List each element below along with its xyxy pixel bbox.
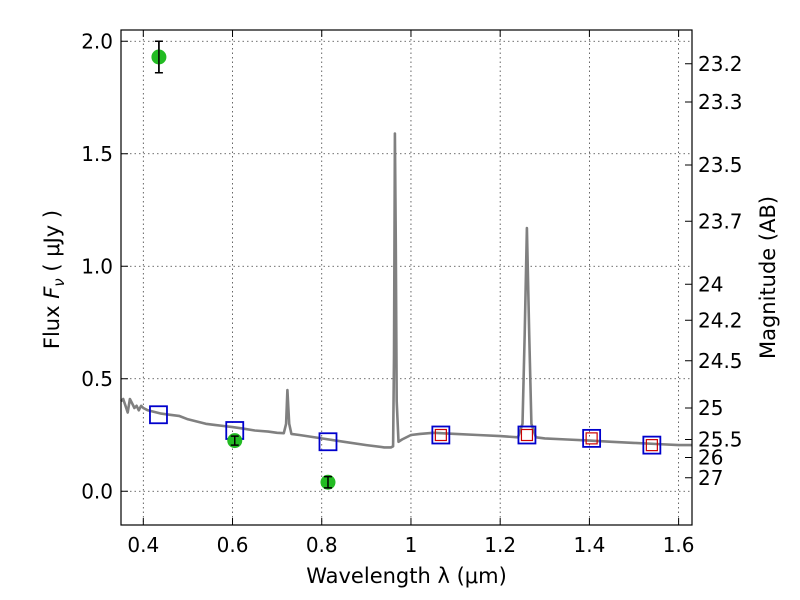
- model-photometry-square: [517, 425, 537, 445]
- y-tick-label: 2.0: [81, 29, 113, 53]
- y-axis-label-prefix: Flux: [40, 299, 64, 349]
- x-axis-label: Wavelength λ (μm): [306, 564, 507, 588]
- y2-tick-label: 23.5: [698, 153, 743, 177]
- y2-tick-label: 26: [698, 446, 723, 470]
- spectrum-line: [120, 132, 692, 449]
- y2-tick-label: 23.2: [698, 52, 743, 76]
- y-tick-label: 1.5: [81, 142, 113, 166]
- x-tick-label: 0.4: [127, 533, 159, 557]
- y2-tick-label: 24.5: [698, 349, 743, 373]
- y2-tick-label: 23.7: [698, 209, 743, 233]
- y2-axis-label: Magnitude (AB): [756, 196, 780, 359]
- observed-photometry-square: [434, 428, 447, 442]
- plot-frame: [120, 29, 693, 526]
- y-tick-label: 0.0: [81, 479, 113, 503]
- y2-tick-label: 23.3: [698, 90, 743, 114]
- y-axis-label: Flux Fν ( μJy ): [40, 210, 68, 349]
- x-tick-label: 1.4: [573, 533, 605, 557]
- y2-tick-label: 25.5: [698, 428, 743, 452]
- model-photometry-square: [431, 425, 451, 445]
- plot-area: [120, 40, 692, 490]
- y2-tick-label: 25: [698, 396, 723, 420]
- grid: [121, 30, 692, 525]
- observed-photometry-square: [520, 428, 534, 442]
- axis-ticks: 0.4 0.6 0.8 1 1.2 1.4 1.6 0.0 0.5 1.0 1.5 2.0 23.2 23…: [81, 29, 742, 557]
- x-tick-label: 0.8: [306, 533, 338, 557]
- y2-tick-label: 24.2: [698, 308, 743, 332]
- x-tick-label: 1.6: [663, 533, 695, 557]
- model-photometry-square: [582, 428, 602, 448]
- y-tick-label: 1.0: [81, 254, 113, 278]
- observed-photometry-square: [585, 432, 598, 445]
- y-axis-label-var: F: [40, 286, 64, 299]
- x-tick-label: 1.2: [484, 533, 516, 557]
- y-tick-label: 0.5: [81, 367, 113, 391]
- model-photometry-square: [149, 405, 168, 425]
- y-axis-label-suffix: ( μJy ): [40, 210, 64, 278]
- y2-tick-label: 24: [698, 272, 723, 296]
- y-axis-label-sub: ν: [50, 278, 68, 286]
- model-photometry-square: [318, 432, 338, 452]
- y2-tick-label: 27: [698, 466, 723, 490]
- x-tick-label: 1: [405, 533, 418, 557]
- model-photometry-square: [642, 435, 662, 455]
- x-tick-label: 0.6: [217, 533, 249, 557]
- observed-photometry-square: [645, 439, 658, 452]
